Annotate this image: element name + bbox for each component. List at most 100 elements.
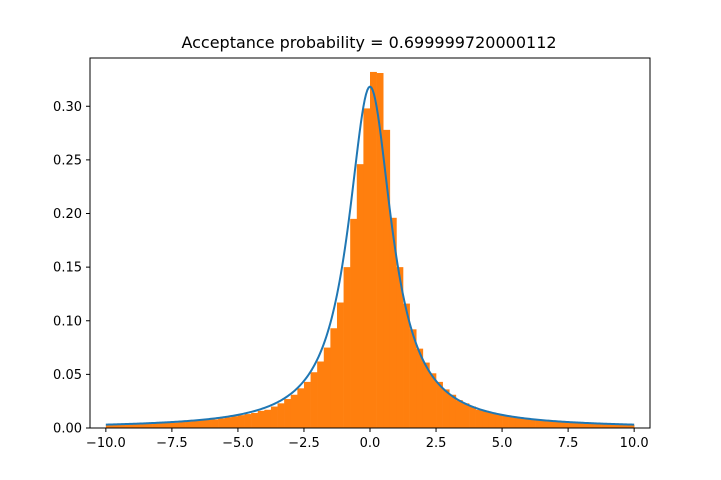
histogram-bar	[112, 424, 120, 428]
histogram-bar	[218, 418, 226, 428]
y-tick-label: 0.15	[53, 261, 82, 276]
histogram-bar	[409, 329, 417, 428]
histogram-bar	[125, 423, 133, 428]
histogram-bar	[429, 373, 437, 428]
histogram-bar	[475, 409, 483, 428]
histogram-bar	[396, 267, 404, 428]
histogram-bar	[515, 417, 523, 428]
y-axis: 0.00 0.05 0.10 0.15 0.20 0.25 0.30	[53, 100, 90, 437]
y-tick-label: 0.10	[53, 314, 82, 329]
y-tick-label: 0.05	[53, 368, 82, 383]
histogram-bar	[178, 421, 186, 428]
histogram-bar	[105, 424, 113, 428]
histogram-bar	[462, 403, 470, 428]
histogram-bar	[185, 421, 192, 428]
histogram-bar	[251, 412, 259, 428]
histogram-bar	[257, 410, 265, 428]
histogram-bar	[138, 423, 146, 428]
histogram-bar	[191, 420, 199, 428]
histogram-bar	[614, 423, 622, 428]
x-tick-label: −5.0	[222, 436, 254, 451]
histogram-bar	[317, 361, 325, 428]
y-tick-label: 0.00	[53, 422, 82, 437]
histogram-bar	[620, 424, 628, 428]
histogram-bar	[231, 416, 239, 428]
x-tick-label: −2.5	[288, 436, 320, 451]
histogram-bar	[290, 394, 298, 428]
histogram-bar	[165, 422, 173, 428]
histogram-bar	[455, 400, 463, 428]
histogram-bar	[323, 347, 331, 428]
histogram-bar	[601, 423, 609, 428]
histogram-bar	[244, 414, 252, 428]
histogram-bar	[284, 399, 292, 428]
histogram-bar	[568, 422, 576, 428]
histogram-bar	[303, 381, 311, 428]
density-curve-layer	[105, 85, 635, 426]
histogram-bar	[277, 403, 285, 428]
histogram-bar	[416, 348, 424, 428]
histogram-bar	[535, 419, 542, 428]
histogram-bar	[119, 424, 126, 428]
histogram-bar	[297, 388, 305, 428]
histogram-bar	[171, 422, 179, 428]
histogram-bar	[508, 416, 516, 428]
y-tick-label: 0.20	[53, 207, 82, 222]
histogram-bar	[132, 423, 140, 428]
histogram-bar	[554, 421, 562, 428]
histogram-bar	[495, 414, 503, 428]
x-tick-label: 7.5	[558, 436, 579, 451]
histogram-bar	[574, 422, 582, 428]
x-tick-label: 10.0	[620, 436, 649, 451]
histogram-bar	[528, 419, 536, 428]
x-tick-label: 0.0	[360, 436, 381, 451]
x-tick-label: 2.5	[426, 436, 447, 451]
histogram-bar	[356, 164, 364, 429]
histogram-bar	[403, 303, 410, 428]
histogram-bar	[488, 412, 496, 428]
histogram-bar	[548, 420, 556, 428]
histogram-bar	[330, 328, 338, 428]
histogram-bar	[310, 372, 318, 428]
histogram-bar	[370, 71, 377, 428]
histogram-bar	[449, 394, 457, 428]
histogram-bar	[502, 415, 509, 428]
histogram-bar	[422, 362, 430, 428]
histogram-bar	[376, 73, 384, 428]
histogram-bar	[270, 406, 278, 428]
histogram-bar	[336, 302, 344, 428]
histogram-bar	[158, 422, 166, 428]
histogram-bar	[264, 409, 272, 428]
chart-title: Acceptance probability = 0.6999997200001…	[181, 33, 556, 52]
histogram-bar	[541, 420, 549, 428]
histogram-bar	[237, 415, 245, 428]
histogram-bar	[482, 410, 490, 428]
histogram-bar	[587, 422, 595, 428]
histogram-bar	[363, 108, 371, 428]
y-tick-label: 0.30	[53, 100, 82, 115]
histogram-bar	[198, 420, 206, 428]
x-tick-label: 5.0	[492, 436, 513, 451]
histogram-bar	[521, 418, 529, 428]
histogram-bar	[561, 421, 569, 428]
histogram-bar	[383, 129, 391, 429]
histogram-bar	[594, 423, 602, 428]
histogram-bar	[607, 423, 615, 428]
histogram-bar	[152, 422, 159, 428]
histogram-bar	[224, 417, 232, 428]
histogram-bar	[627, 424, 635, 428]
histogram-bar	[350, 218, 358, 428]
y-tick-label: 0.25	[53, 153, 82, 168]
histogram-bar	[145, 423, 153, 428]
histogram-bar	[469, 406, 476, 428]
histogram-bar	[211, 419, 219, 428]
histogram-bar	[204, 419, 212, 428]
histogram-bar	[436, 381, 443, 428]
x-tick-label: −7.5	[156, 436, 188, 451]
histogram-bar	[343, 267, 351, 428]
x-tick-label: −10.0	[86, 436, 126, 451]
histogram-bar	[442, 389, 450, 428]
x-axis: −10.0 −7.5 −5.0 −2.5 0.0 2.5 5.0 7.5 10.0	[86, 428, 649, 451]
histogram-bar	[581, 422, 589, 428]
